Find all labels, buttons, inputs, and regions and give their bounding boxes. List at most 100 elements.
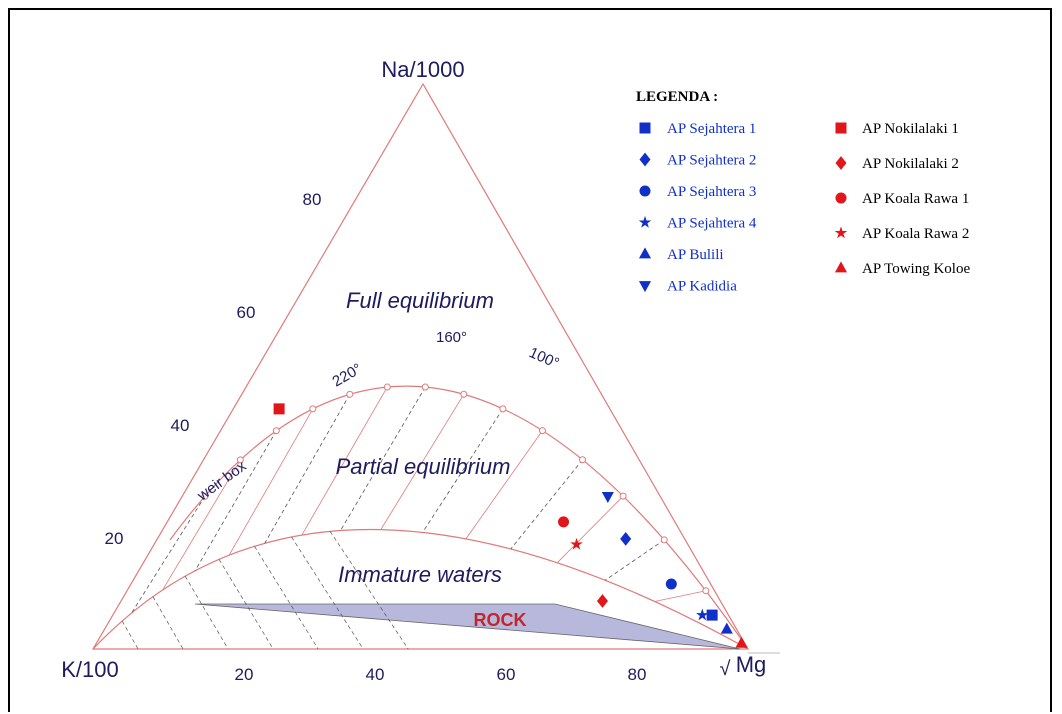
isotherm-label-100: 100° — [526, 344, 561, 372]
plot-labels: Na/1000 K/100 √ Mg Full equilibrium Part… — [61, 57, 766, 682]
data-point-ap-sejahtera-2 — [620, 531, 632, 546]
isotherm-node — [346, 390, 354, 398]
legend-marker-ap-nokilalaki-1 — [835, 122, 847, 134]
rock-area — [194, 603, 741, 650]
legend-label-ap-nokilalaki-1: AP Nokilalaki 1 — [862, 121, 959, 137]
legend-label-ap-kadidia: AP Kadidia — [667, 279, 737, 295]
legend-marker-ap-kadidia — [638, 281, 652, 293]
k-tick-label: 40 — [366, 665, 385, 684]
isotherm-node — [499, 405, 507, 413]
isotherm-line — [194, 430, 277, 572]
guide-line — [121, 620, 139, 650]
isotherm-line — [301, 386, 388, 536]
weir-box-label: weir box — [194, 457, 250, 504]
isotherm-node — [201, 492, 209, 500]
guide-line — [329, 531, 409, 650]
isotherm-node — [619, 492, 627, 500]
na-tick-label: 20 — [105, 529, 124, 548]
data-point-ap-koala-rawa-1 — [558, 516, 570, 528]
data-point-ap-sejahtera-4 — [696, 608, 709, 621]
na-tick-label: 80 — [303, 190, 322, 209]
region-immature-waters: Immature waters — [338, 562, 502, 587]
isotherm-line — [162, 459, 241, 591]
isotherm-line — [380, 394, 465, 530]
legend-marker-ap-koala-rawa-1 — [835, 192, 847, 204]
legend-label-ap-nokilalaki-2: AP Nokilalaki 2 — [862, 156, 959, 172]
legend-marker-ap-towing-koloe — [834, 261, 848, 273]
isotherm-node — [538, 427, 546, 435]
legend-marker-ap-nokilalaki-2 — [835, 156, 847, 170]
isotherm-node — [421, 383, 429, 391]
legend-label-ap-koala-rawa-2: AP Koala Rawa 2 — [862, 226, 969, 242]
vertex-prefix-right: √ — [720, 658, 731, 680]
vertex-label-left: K/100 — [61, 657, 119, 682]
legend-title: LEGENDA : — [636, 89, 718, 105]
k-tick-label: 60 — [497, 665, 516, 684]
isotherm-node — [309, 405, 317, 413]
k-tick-label: 80 — [628, 665, 647, 684]
isotherm-label-160: 160° — [436, 329, 467, 346]
partial-equilibrium-curve — [92, 528, 749, 650]
isotherm-node — [702, 587, 710, 595]
legend-label-ap-sejahtera-4: AP Sejahtera 4 — [667, 216, 757, 232]
data-point-ap-bulili — [720, 622, 733, 634]
region-partial-equilibrium: Partial equilibrium — [336, 454, 511, 479]
isotherm-node — [579, 456, 587, 464]
legend-marker-ap-koala-rawa-2 — [834, 226, 848, 239]
data-point-ap-nokilalaki-1 — [273, 403, 285, 415]
legend-marker-ap-bulili — [638, 247, 652, 259]
isotherm-node — [460, 390, 468, 398]
isotherm-node — [660, 536, 668, 544]
legend: LEGENDA : AP Sejahtera 1 AP Sejahtera 2 AP… — [636, 89, 970, 295]
axis-ticks: 20 40 60 80 20 40 60 80 — [105, 190, 647, 684]
isotherm-line — [510, 459, 583, 550]
legend-label-ap-sejahtera-3: AP Sejahtera 3 — [667, 184, 756, 200]
legend-marker-ap-sejahtera-2 — [639, 152, 651, 167]
guide-line — [291, 536, 364, 650]
legend-label-ap-koala-rawa-1: AP Koala Rawa 1 — [862, 191, 969, 207]
legend-label-ap-towing-koloe: AP Towing Koloe — [862, 261, 970, 277]
k-tick-label: 20 — [235, 665, 254, 684]
isotherm-line — [228, 408, 314, 556]
data-point-ap-towing-koloe — [735, 636, 748, 648]
data-point-ap-sejahtera-1 — [706, 609, 718, 621]
ternary-outline — [91, 82, 750, 650]
legend-marker-ap-sejahtera-4 — [638, 215, 652, 228]
data-point-ap-koala-rawa-2 — [570, 537, 583, 550]
guide-line — [254, 546, 319, 650]
region-rock: ROCK — [474, 610, 527, 630]
vertex-label-top: Na/1000 — [381, 57, 464, 82]
isotherm-line — [422, 408, 504, 533]
isotherm-node — [236, 456, 244, 464]
plot-grid — [91, 82, 780, 654]
legend-label-ap-sejahtera-2: AP Sejahtera 2 — [667, 153, 756, 169]
isotherm-line — [465, 430, 543, 540]
data-points — [273, 403, 748, 648]
isotherm-label-220: 220° — [330, 360, 365, 390]
data-point-ap-sejahtera-3 — [665, 578, 677, 590]
guide-line — [218, 559, 274, 650]
legend-label-ap-bulili: AP Bulili — [667, 247, 724, 263]
guide-line — [184, 576, 229, 650]
data-point-ap-nokilalaki-2 — [596, 594, 608, 608]
isotherm-node — [383, 383, 391, 391]
vertex-label-right: Mg — [736, 652, 767, 677]
isotherm-line — [264, 394, 351, 544]
isotherm-line — [131, 496, 206, 614]
na-tick-label: 40 — [171, 416, 190, 435]
legend-label-ap-sejahtera-1: AP Sejahtera 1 — [667, 121, 756, 137]
full-equilibrium-curve — [169, 385, 749, 650]
isotherm-line — [654, 590, 706, 602]
legend-marker-ap-sejahtera-3 — [639, 185, 651, 197]
data-point-ap-kadidia — [601, 492, 614, 504]
legend-marker-ap-sejahtera-1 — [639, 122, 651, 134]
isotherm-node — [272, 427, 280, 435]
region-full-equilibrium: Full equilibrium — [346, 288, 494, 313]
figure-frame — [8, 8, 1052, 712]
guide-line — [152, 596, 184, 650]
plot-areas — [92, 383, 749, 650]
isotherm-line — [604, 539, 665, 581]
na-tick-label: 60 — [237, 303, 256, 322]
isotherm-line — [556, 495, 624, 564]
